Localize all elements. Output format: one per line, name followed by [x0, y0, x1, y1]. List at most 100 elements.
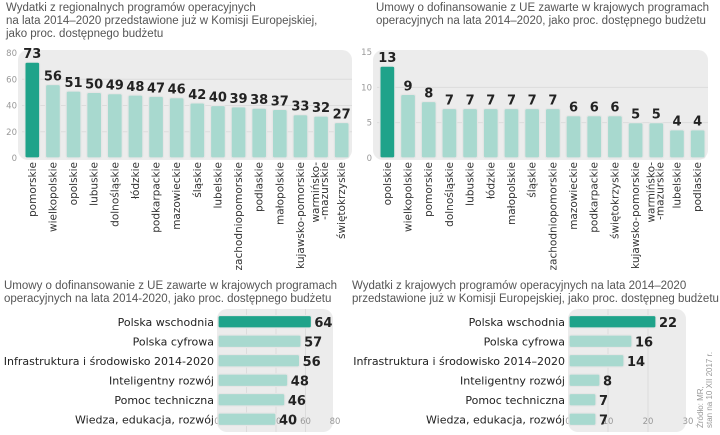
- bar: [106, 93, 123, 159]
- bar: [251, 107, 268, 159]
- x-tick-label: pomorskie: [27, 162, 39, 217]
- x-tick-label-line: pomorskie: [27, 162, 39, 217]
- data-label: 9: [404, 79, 413, 94]
- x-tick-label: 0: [214, 417, 219, 427]
- x-tick-label-line: podlaskie: [692, 162, 704, 212]
- x-tick-label-line: lubuskie: [465, 162, 477, 206]
- source-line: stan na 10 XII 2017 r.: [705, 351, 714, 428]
- x-tick-label-line: -mazurskie: [654, 162, 666, 220]
- bar: [586, 114, 603, 159]
- data-label: 7: [445, 94, 454, 109]
- title-line: Wydatki z krajowych programów operacyjny…: [352, 280, 687, 292]
- y-tick-label: Wiedza, edukacja, rozwój: [75, 413, 214, 426]
- y-tick-label: 80: [6, 49, 17, 59]
- x-tick-label: 10: [603, 417, 614, 427]
- x-tick-label-line: opolskie: [68, 162, 80, 205]
- y-tick-label: Infrastruktura i środowisko 2014–2020: [353, 355, 565, 368]
- x-tick-label: lubelskie: [671, 162, 683, 209]
- x-tick-label-line: świętokrzyskie: [609, 162, 621, 239]
- data-label: 7: [466, 94, 475, 109]
- x-tick-label: podkarpackie: [151, 162, 163, 233]
- data-label: 7: [599, 394, 608, 409]
- x-tick-label: mazowieckie: [568, 162, 580, 230]
- y-tick-label: 10: [361, 83, 372, 93]
- data-label: 22: [659, 316, 677, 331]
- x-tick-label-line: pomorskie: [423, 162, 435, 217]
- bar: [648, 122, 665, 159]
- y-tick-label: 20: [6, 128, 17, 138]
- x-tick-label-line: mazowieckie: [171, 162, 183, 230]
- x-tick-label-line: opolskie: [382, 162, 394, 205]
- bar: [168, 97, 185, 159]
- source-line: Źródło: MR,: [696, 386, 705, 428]
- data-label: 40: [279, 413, 297, 428]
- bar: [627, 122, 644, 159]
- data-label: 13: [378, 51, 396, 66]
- data-label: 46: [288, 394, 306, 409]
- y-tick-label: Polska wschodnia: [469, 316, 565, 329]
- x-tick-label-line: dolnośląskie: [109, 162, 121, 227]
- x-tick-label: warmińsko--mazurskie: [310, 162, 331, 223]
- x-tick-label: wielkopolskie: [47, 162, 59, 232]
- x-tick-label: wielkopolskie: [403, 162, 415, 232]
- bar: [606, 114, 623, 159]
- chart-title-top-right: Umowy o dofinansowanie z UE zawarte w kr…: [376, 2, 709, 28]
- bar: [482, 107, 499, 159]
- bar: [217, 334, 302, 349]
- x-tick-label: dolnośląskie: [444, 162, 456, 227]
- bar: [44, 83, 61, 159]
- source-note: Źródło: MR, stan na 10 XII 2017 r.: [696, 352, 714, 428]
- bar: [24, 61, 41, 159]
- x-tick-label: śląskie: [527, 162, 539, 198]
- bar: [565, 114, 582, 159]
- chart-bottom-right: 0 10 20 30 22 Polska wschodnia 16 Polska cyfrow…: [353, 309, 693, 432]
- bar: [568, 412, 597, 427]
- bar: [568, 314, 657, 329]
- title-line: na lata 2014–2020 przedstawione już w Ko…: [6, 15, 318, 27]
- x-tick-label-line: łódzkie: [485, 162, 497, 199]
- bar: [217, 373, 289, 388]
- bar: [568, 334, 633, 349]
- title-line: przedstawione już w Komisji Europejskiej…: [352, 293, 719, 305]
- x-tick-label-line: świętokrzyskie: [336, 162, 348, 239]
- x-tick-label: dolnośląskie: [109, 162, 121, 227]
- x-tick-label-line: podlaskie: [254, 162, 266, 212]
- data-label: 14: [627, 355, 645, 370]
- x-tick-label: 80: [330, 417, 341, 427]
- title-line: operacyjnych na lata 2014–2020, jako pro…: [376, 15, 706, 27]
- x-tick-label-line: lubelskie: [212, 162, 224, 209]
- x-tick-label: opolskie: [382, 162, 394, 205]
- x-tick-label: mazowieckie: [171, 162, 183, 230]
- chart-title-bottom-right: Wydatki z krajowych programów operacyjny…: [352, 280, 719, 306]
- y-tick-label: Pomoc techniczna: [465, 394, 565, 407]
- title-line: jako proc. dostępnego budżetu: [6, 28, 164, 40]
- x-tick-label-line: warmińsko-: [645, 162, 657, 223]
- data-label: 47: [147, 81, 165, 96]
- y-tick-label: Inteligentny rozwój: [109, 374, 214, 387]
- data-label: 7: [599, 413, 608, 428]
- data-label: 33: [291, 100, 309, 115]
- x-tick-label: małopolskie: [274, 162, 286, 225]
- chart-title-top-left: Wydatki z regionalnych programów operacy…: [6, 2, 317, 41]
- x-tick-label-line: małopolskie: [274, 162, 286, 225]
- x-tick-label-line: -mazurskie: [319, 162, 331, 220]
- y-tick-label: Wiedza, edukacja, rozwój: [426, 413, 565, 426]
- data-label: 39: [230, 92, 248, 107]
- bar: [217, 353, 301, 368]
- y-tick-label: Polska cyfrowa: [484, 335, 565, 348]
- x-tick-label-line: zachodniopomorskie: [233, 162, 245, 270]
- x-tick-label-line: mazowieckie: [568, 162, 580, 230]
- data-label: 56: [44, 70, 62, 85]
- x-tick-label: świętokrzyskie: [336, 162, 348, 239]
- data-label: 32: [312, 101, 330, 116]
- x-tick-label-line: śląskie: [192, 162, 204, 198]
- bar: [189, 102, 206, 159]
- x-tick-label: małopolskie: [506, 162, 518, 225]
- x-tick-label: opolskie: [68, 162, 80, 205]
- data-label: 5: [631, 108, 640, 123]
- bar: [420, 100, 437, 159]
- bar: [441, 107, 458, 159]
- x-tick-label: łódzkie: [130, 162, 142, 199]
